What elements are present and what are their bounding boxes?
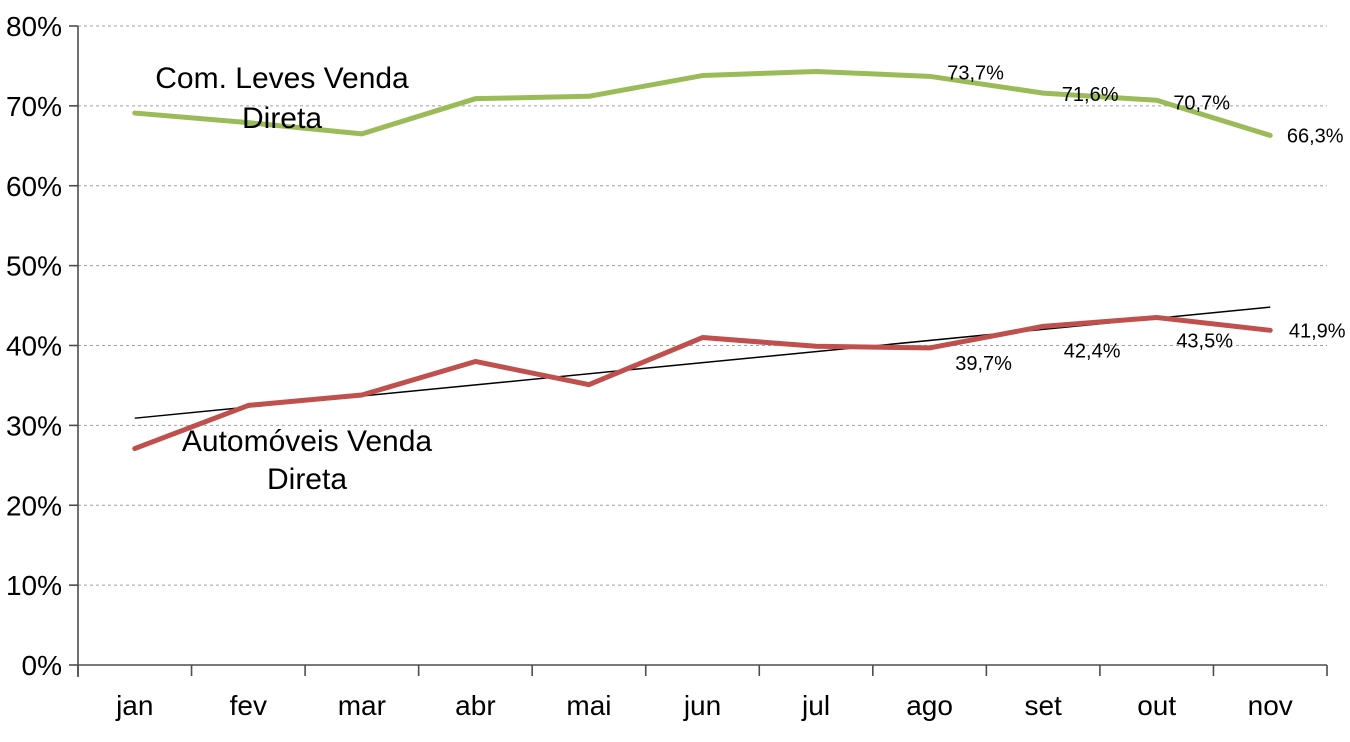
x-axis-category-label: jan (115, 690, 153, 721)
y-axis-tick-label: 10% (6, 570, 62, 601)
data-point-label: 71,6% (1062, 84, 1119, 106)
x-axis-category-label: out (1137, 690, 1176, 721)
data-point-label: 43,5% (1176, 331, 1233, 353)
y-axis-tick-label: 80% (6, 11, 62, 42)
series-line-automoveis (132, 315, 1273, 452)
y-axis-tick-label: 20% (6, 490, 62, 521)
x-axis-category-label: fev (230, 690, 267, 721)
y-axis-tick-label: 50% (6, 251, 62, 282)
series-label-com-leves-line1: Com. Leves Venda (155, 62, 409, 95)
x-axis-category-label: jul (801, 690, 830, 721)
y-axis-tick-label: 0% (22, 650, 62, 681)
x-axis-category-label: set (1024, 690, 1062, 721)
data-point-label: 39,7% (955, 353, 1012, 375)
x-axis-category-label: abr (455, 690, 495, 721)
data-point-label: 66,3% (1287, 125, 1344, 147)
series-label-com-leves-line2: Direta (242, 102, 322, 135)
series-line-com-leves (132, 69, 1273, 138)
x-axis-category-label: mai (566, 690, 611, 721)
x-axis-category-label: ago (906, 690, 953, 721)
y-axis-tick-label: 40% (6, 331, 62, 362)
y-axis-tick-label: 30% (6, 410, 62, 441)
series-label-automoveis-line1: Automóveis Venda (182, 425, 432, 458)
x-axis-category-label: jun (683, 690, 721, 721)
data-point-label: 42,4% (1064, 340, 1121, 362)
x-axis-category-label: nov (1248, 690, 1293, 721)
data-point-label: 70,7% (1173, 92, 1230, 114)
series-label-automoveis-line2: Direta (267, 463, 347, 496)
y-axis-tick-label: 70% (6, 91, 62, 122)
data-point-label: 73,7% (947, 62, 1004, 84)
x-axis-category-label: mar (338, 690, 386, 721)
y-axis-tick-label: 60% (6, 171, 62, 202)
data-point-label: 41,9% (1289, 320, 1346, 342)
